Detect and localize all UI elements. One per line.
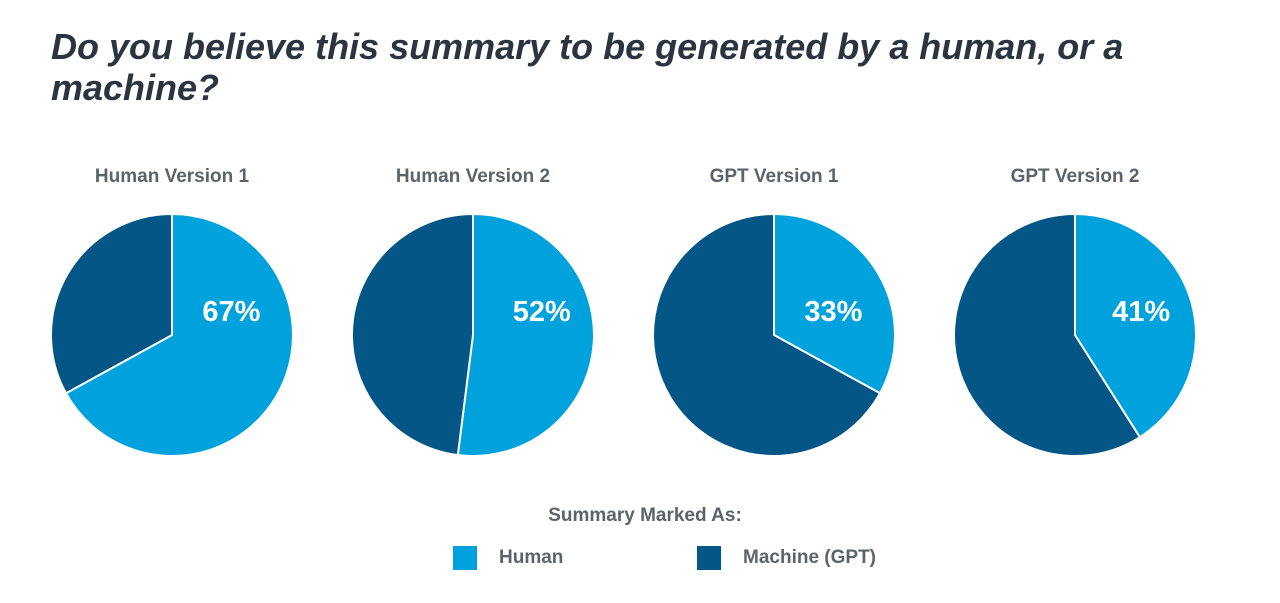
legend-title: Summary Marked As:: [548, 505, 742, 526]
pie-chart-human-version-1: Human Version 1 67%: [50, 166, 295, 457]
legend-item-human: Human: [453, 545, 563, 571]
pie-slice-machine-gpt: [50, 213, 173, 395]
pie-slice-machine-gpt: [651, 213, 882, 457]
pie-value-label: 33%: [804, 296, 862, 328]
page-title: Do you believe this summary to be genera…: [51, 26, 1124, 108]
pie-slice-human: [456, 213, 595, 457]
legend-swatch-human: [453, 546, 477, 570]
legend-swatch-machine: [697, 546, 721, 570]
legend-label-human: Human: [499, 547, 564, 568]
pie-chart-gpt-version-2: GPT Version 2 41%: [953, 166, 1197, 457]
pie-slice-human: [773, 213, 896, 395]
chart-title: GPT Version 2: [1011, 166, 1140, 187]
pie-slice-human: [64, 213, 295, 457]
pie-value-label: 52%: [513, 296, 571, 328]
legend-item-machine: Machine (GPT): [697, 545, 876, 571]
chart-title: Human Version 2: [396, 166, 550, 187]
pie-chart-gpt-version-1: GPT Version 1 33%: [651, 166, 896, 457]
pie-value-label: 67%: [202, 296, 260, 328]
pie-slice-machine-gpt: [350, 213, 474, 457]
chart-title: Human Version 1: [95, 166, 250, 187]
pie-value-label: 41%: [1112, 296, 1170, 328]
chart-title: GPT Version 1: [710, 166, 839, 187]
legend-label-machine: Machine (GPT): [743, 547, 877, 568]
pie-chart-human-version-2: Human Version 2 52%: [350, 166, 595, 457]
pie-slice-machine-gpt: [953, 213, 1141, 457]
